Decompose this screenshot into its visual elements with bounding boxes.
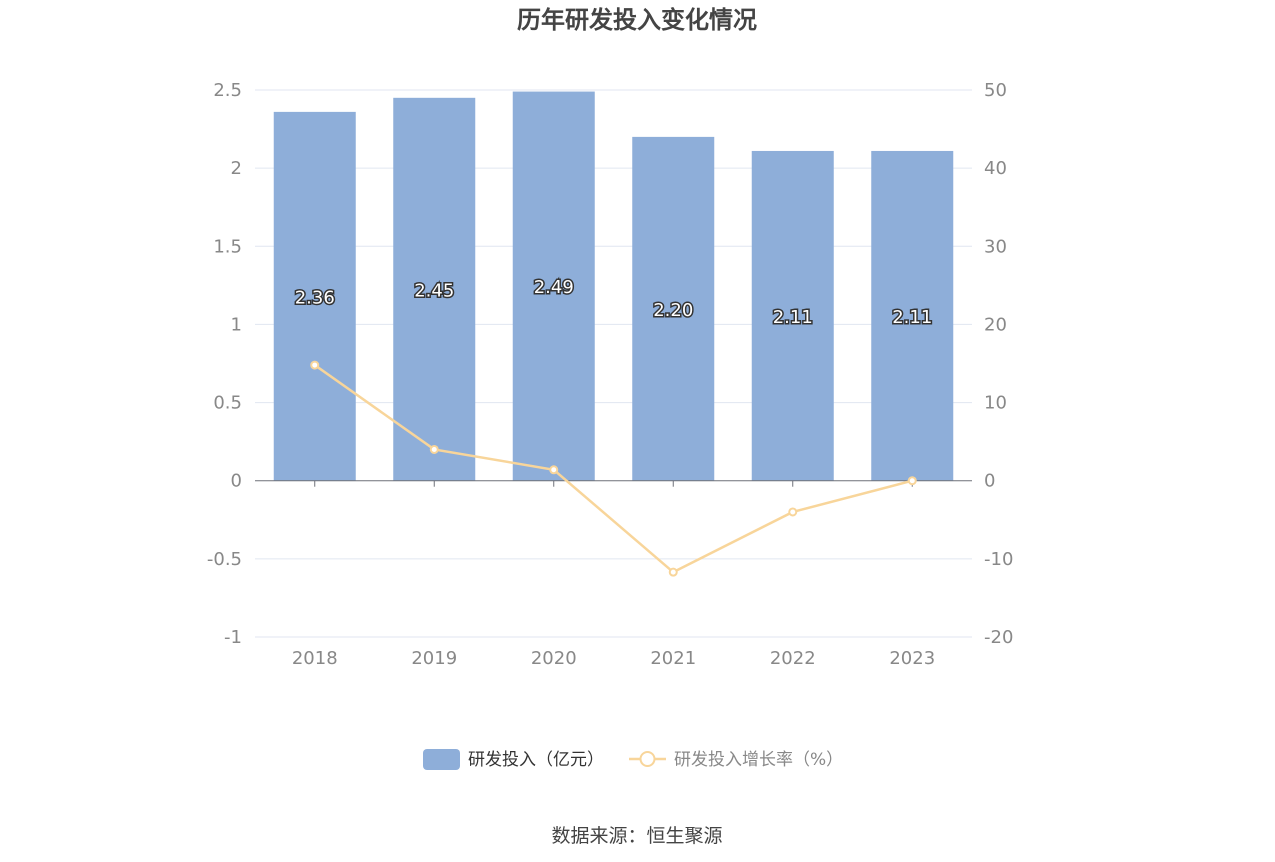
axes: 2.5 2 1.5 1 0.5 0 -0.5 -1 50 40 30 20 10 0 -10 -20 2018 2…	[207, 80, 1014, 669]
grid-lines	[255, 89, 972, 638]
bar-value-label: 2.45	[414, 280, 454, 301]
x-tick-label: 2018	[292, 648, 338, 669]
x-tick-label: 2021	[650, 648, 696, 669]
y-right-tick-label: -20	[984, 627, 1013, 648]
bar-2020	[512, 91, 595, 481]
x-tick-label: 2020	[531, 648, 577, 669]
x-tick-label: 2019	[411, 648, 457, 669]
bar-value-label: 2.49	[534, 277, 574, 298]
legend[interactable]: 研发投入（亿元） 研发投入增长率（%）	[423, 749, 843, 770]
y-right-tick-label: 20	[984, 314, 1007, 335]
bar-2019	[393, 97, 476, 481]
bar-2021	[632, 136, 715, 481]
bar-2018	[273, 111, 356, 481]
line-point-2022	[788, 507, 798, 517]
y-right-tick-label: 30	[984, 236, 1007, 257]
legend-bar-swatch	[423, 749, 460, 770]
y-right-tick-label: 40	[984, 158, 1007, 179]
y-right-tick-label: 0	[984, 471, 995, 492]
bar-value-label: 2.11	[773, 307, 813, 328]
bar-labels: 2.36 2.45 2.49 2.20 2.11 2.11	[293, 276, 934, 330]
x-tick-label: 2022	[770, 648, 816, 669]
line-point-2019	[429, 444, 439, 454]
y-left-tick-label: 1	[231, 314, 242, 335]
line-point-2023	[907, 476, 917, 486]
y-right-tick-label: -10	[984, 549, 1013, 570]
y-left-tick-label: 1.5	[213, 236, 242, 257]
bar-series	[273, 91, 954, 481]
legend-line-marker	[639, 751, 656, 767]
legend-line-label: 研发投入增长率（%）	[674, 750, 843, 770]
y-right-tick-label: 10	[984, 393, 1007, 414]
chart-title: 历年研发投入变化情况	[517, 6, 757, 34]
source-text: 数据来源：恒生聚源	[551, 825, 722, 847]
line-point-2018	[310, 360, 320, 370]
growth-line	[314, 364, 913, 574]
y-left-tick-label: -1	[224, 627, 242, 648]
y-left-tick-label: 0	[231, 471, 242, 492]
legend-bar-label: 研发投入（亿元）	[468, 750, 604, 770]
line-series	[310, 360, 917, 577]
y-right-tick-label: 50	[984, 80, 1007, 101]
y-left-tick-label: 2.5	[213, 80, 242, 101]
x-tick-label: 2023	[889, 648, 935, 669]
bar-value-label: 2.11	[892, 307, 932, 328]
bar-2023	[871, 150, 954, 481]
line-point-2020	[549, 465, 559, 475]
line-point-2021	[668, 567, 678, 577]
bar-2022	[751, 150, 834, 481]
y-left-tick-label: -0.5	[207, 549, 242, 570]
bar-value-label: 2.20	[653, 300, 693, 321]
y-left-tick-label: 2	[231, 158, 242, 179]
bar-value-label: 2.36	[295, 287, 335, 308]
y-left-tick-label: 0.5	[213, 393, 242, 414]
